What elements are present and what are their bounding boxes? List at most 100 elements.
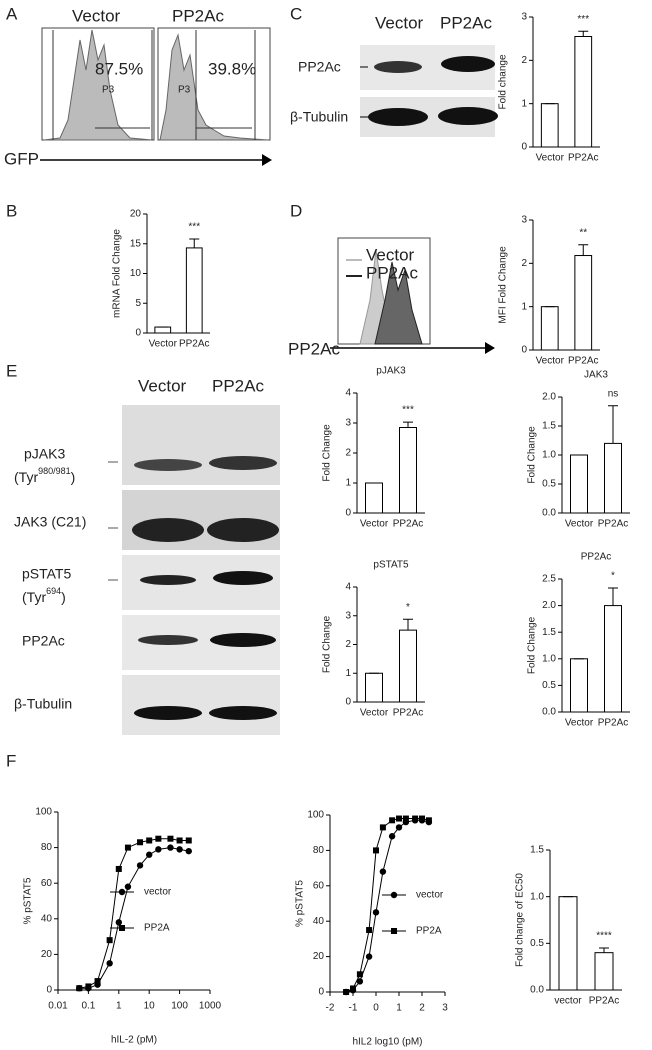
bar: [154, 326, 172, 334]
y-tick-label: 4: [345, 388, 351, 399]
legend-marker: [119, 925, 125, 931]
panel-letter: B: [6, 201, 17, 220]
y-tick-label: 15: [130, 238, 142, 249]
x-tick-label: Vector: [565, 718, 594, 729]
chart-title: PP2Ac: [581, 552, 612, 563]
error-bar: [189, 238, 200, 248]
x-tick-label: Vector: [536, 153, 565, 164]
x-tick-label: Vector: [565, 519, 594, 530]
chart-title: JAK3: [584, 370, 608, 381]
chart-title: pJAK3: [376, 366, 406, 377]
y-axis-label: % pSTAT5: [295, 880, 306, 927]
row-label: β-Tubulin: [290, 109, 348, 125]
y-tick-label: 0.0: [542, 508, 556, 519]
y-tick-label: 0: [345, 508, 351, 519]
x-tick-label: PP2Ac: [393, 708, 424, 719]
x-tick-label: 3: [442, 1003, 448, 1014]
x-tick-label: Vector: [536, 356, 565, 367]
gate-label: P3: [178, 85, 191, 96]
panel-letter: E: [6, 361, 17, 380]
bar: [574, 255, 593, 351]
x-axis-label: hIL2 log10 (pM): [352, 1037, 422, 1048]
y-tick-label: 0: [135, 328, 141, 339]
marker: [155, 835, 162, 842]
marker: [356, 978, 364, 985]
significance: ***: [577, 14, 589, 25]
y-tick-label: 5: [135, 298, 141, 309]
series-line: [345, 818, 430, 993]
marker: [106, 960, 113, 967]
y-tick-label: 60: [313, 880, 325, 891]
flow-histogram: [330, 237, 495, 354]
x-tick-label: 10: [144, 1001, 156, 1012]
error-bar: [608, 405, 618, 444]
y-axis-label: MFI Fold Change: [498, 246, 509, 324]
marker: [379, 824, 386, 831]
x-tick-label: 0: [373, 1003, 379, 1014]
y-tick-label: 0: [521, 345, 527, 356]
chart-title: pSTAT5: [373, 560, 409, 571]
x-tick-label: PP2Ac: [393, 519, 424, 530]
x-tick-label: 0.01: [48, 1001, 68, 1012]
x-tick-label: -2: [326, 1003, 335, 1014]
significance: ****: [596, 931, 612, 942]
marker: [412, 815, 419, 822]
x-tick-label: 1000: [199, 1001, 222, 1012]
y-tick-label: 80: [41, 842, 53, 853]
significance: **: [579, 227, 587, 238]
y-tick-label: 40: [313, 916, 325, 927]
y-tick-label: 3: [521, 12, 527, 23]
marker: [146, 851, 153, 858]
gate-percent: 87.5%: [95, 59, 143, 78]
x-tick-label: -1: [349, 1003, 358, 1014]
bar: [185, 247, 203, 334]
x-tick-label: 1: [116, 1001, 122, 1012]
x-tick-label: 0.1: [81, 1001, 95, 1012]
marker: [176, 837, 183, 844]
marker: [176, 846, 183, 853]
marker: [115, 919, 123, 926]
legend-marker: [118, 888, 126, 896]
y-tick-label: 2: [345, 448, 351, 459]
y-tick-label: 3: [521, 215, 527, 226]
x-tick-label: 2: [419, 1003, 425, 1014]
marker: [395, 824, 403, 831]
marker: [388, 833, 396, 840]
y-tick-label: 2: [345, 639, 351, 650]
x-tick-label: Vector: [360, 708, 389, 719]
legend-marker: [391, 928, 397, 934]
y-tick-label: 0.5: [542, 680, 556, 691]
bar: [399, 629, 417, 703]
legend-label: vector: [144, 887, 172, 898]
x-tick-label: Vector: [149, 339, 178, 350]
x-tick-label: PP2Ac: [568, 356, 599, 367]
x-tick-label: 100: [171, 1001, 188, 1012]
y-tick-label: 1.5: [542, 627, 556, 638]
marker: [185, 837, 192, 844]
panel-letter: D: [290, 201, 302, 220]
y-tick-label: 1.5: [542, 421, 556, 432]
marker: [365, 953, 373, 960]
marker: [419, 815, 425, 822]
gate-label: P3: [102, 85, 115, 96]
lane-label: Vector: [375, 13, 424, 32]
y-axis-label: % pSTAT5: [23, 877, 34, 924]
y-tick-label: 3: [345, 610, 351, 621]
y-tick-label: 0.5: [530, 938, 544, 949]
y-tick-label: 1: [521, 98, 527, 109]
row-label: (Tyr980/981): [14, 466, 75, 484]
axis-label: PP2Ac: [288, 339, 340, 358]
bar: [570, 454, 588, 514]
y-tick-label: 20: [130, 209, 142, 220]
legend-label: vector: [416, 890, 444, 901]
western-blot: [360, 45, 498, 137]
y-axis-label: mRNA Fold Change: [112, 229, 123, 318]
marker: [94, 978, 101, 985]
sample-label: PP2Ac: [172, 6, 224, 25]
marker: [350, 985, 356, 992]
y-tick-label: 100: [307, 810, 324, 821]
y-tick-label: 20: [41, 949, 53, 960]
error-bar: [403, 421, 413, 428]
y-tick-label: 10: [130, 268, 142, 279]
panel-letter: A: [6, 4, 18, 23]
